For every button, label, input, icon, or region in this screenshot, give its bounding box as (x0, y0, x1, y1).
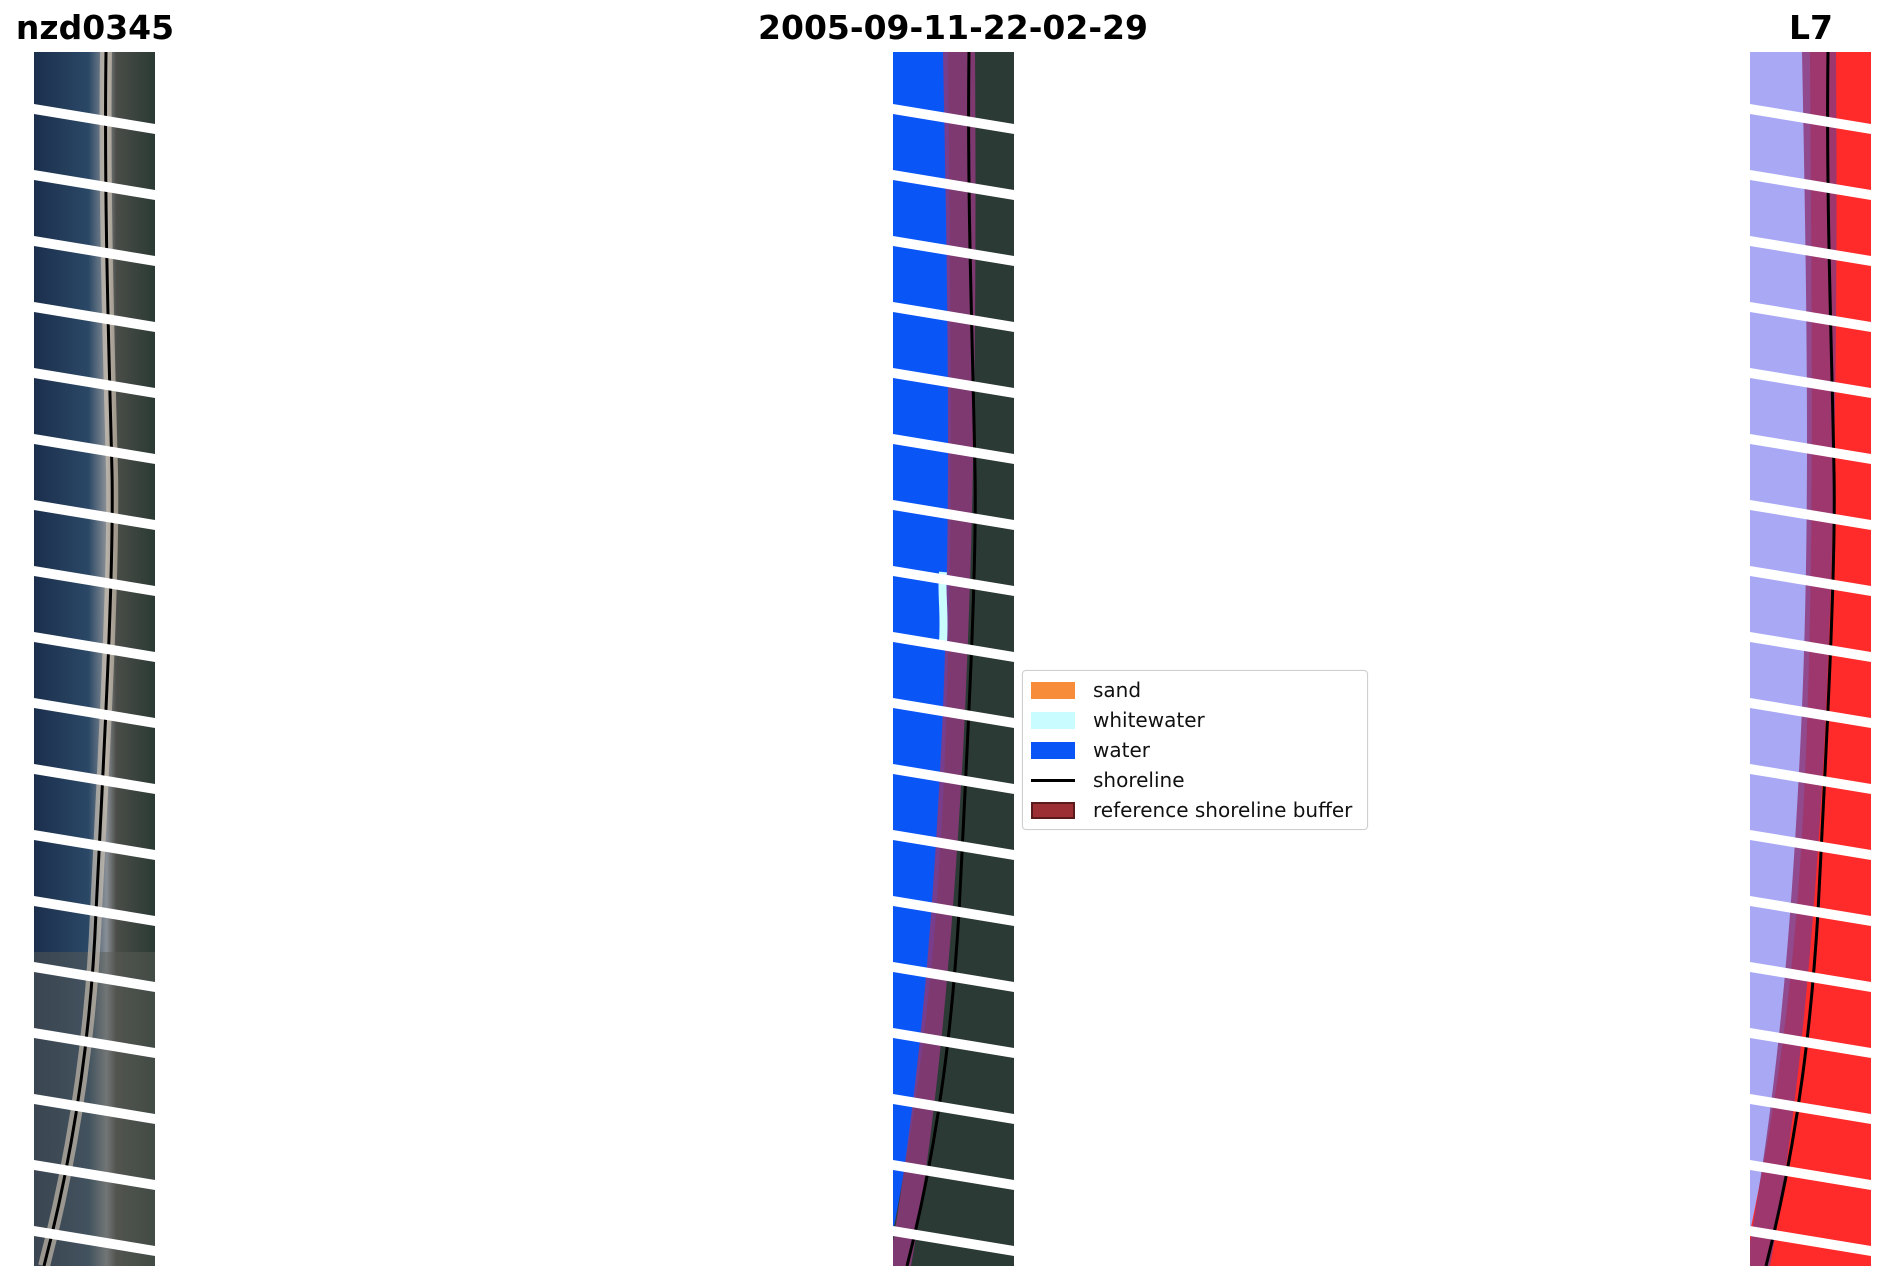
rgb-image-panel (34, 52, 155, 1266)
legend-item-shoreline: shoreline (1031, 765, 1185, 795)
classified-image-panel (893, 52, 1014, 1266)
scan-line-gaps (1750, 104, 1871, 1256)
rgb-image (34, 52, 155, 1266)
scan-line-gaps (893, 104, 1014, 1256)
shoreline-swatch (1031, 778, 1075, 782)
legend-item-whitewater: whitewater (1031, 705, 1205, 735)
classified-image (893, 52, 1014, 1266)
title-satellite: L7 (1789, 8, 1833, 47)
title-site-id: nzd0345 (15, 8, 175, 47)
scan-line-gaps (34, 104, 155, 1256)
water-swatch (1031, 741, 1075, 759)
legend-label: reference shoreline buffer (1093, 798, 1353, 822)
legend-item-water: water (1031, 735, 1150, 765)
legend-label: whitewater (1093, 708, 1205, 732)
whitewater-swatch (1031, 711, 1075, 729)
legend-label: sand (1093, 678, 1142, 702)
legend-item-sand: sand (1031, 675, 1141, 705)
sand-swatch (1031, 681, 1075, 699)
index-image (1750, 52, 1871, 1266)
legend-label: shoreline (1093, 768, 1185, 792)
legend-item-buffer: reference shoreline buffer (1031, 795, 1352, 825)
index-image-panel (1750, 52, 1871, 1266)
legend-label: water (1093, 738, 1150, 762)
title-date: 2005-09-11-22-02-29 (758, 8, 1148, 47)
legend: sand whitewater water shoreline referenc… (1022, 670, 1368, 830)
buffer-swatch (1031, 801, 1075, 819)
